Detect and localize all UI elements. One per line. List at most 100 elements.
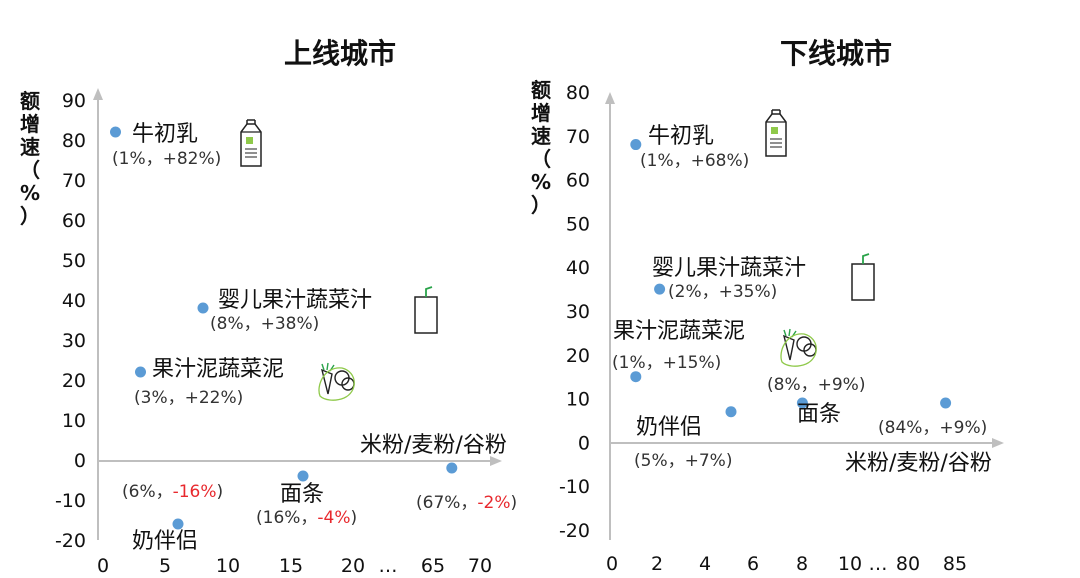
- data-point[interactable]: [297, 470, 309, 482]
- x-tick-label: 15: [279, 555, 303, 577]
- y-tick-label: 30: [566, 301, 590, 323]
- x-tick-label: 20: [341, 555, 365, 577]
- y-tick-label: -20: [55, 530, 86, 552]
- label-noodle-value: (8%，+9%): [767, 375, 865, 395]
- value-negative: -4%: [317, 508, 350, 528]
- y-tick-label: 40: [566, 257, 590, 279]
- y-tick-label: 20: [566, 345, 590, 367]
- left-chart-title: 上线城市: [284, 37, 396, 70]
- data-point[interactable]: [135, 366, 146, 378]
- data-point[interactable]: [630, 371, 642, 383]
- label-baby-juice-name: 婴儿果汁蔬菜汁: [652, 256, 806, 281]
- data-point[interactable]: [446, 462, 458, 474]
- x-tick-label: 4: [699, 553, 711, 575]
- milk-carton-icon: [765, 109, 787, 157]
- label-noodle-name: 面条: [797, 402, 841, 427]
- juice-cup-icon: [851, 253, 875, 301]
- label-colostrum-value: (1%，+68%): [640, 151, 749, 171]
- left-ylabel-char: 速: [20, 135, 40, 159]
- label-colostrum-value: (1%，+82%): [112, 149, 221, 169]
- right-x-axis-arrow: [992, 438, 1004, 448]
- label-milk-companion-value: (5%，+7%): [634, 451, 732, 471]
- juice-cup-icon: [414, 286, 438, 334]
- y-tick-label: 10: [566, 389, 590, 411]
- left-ylabel-char: ）: [20, 204, 40, 228]
- y-tick-label: 0: [74, 450, 86, 472]
- y-tick-label: 50: [566, 213, 590, 235]
- x-tick-label: 65: [421, 555, 445, 577]
- y-tick-label: 10: [62, 410, 86, 432]
- right-ylabel-char: %: [531, 170, 551, 194]
- x-tick-label: 80: [896, 553, 920, 575]
- y-tick-label: 90: [62, 90, 86, 112]
- y-tick-label: 30: [62, 330, 86, 352]
- x-tick-label: 85: [943, 553, 967, 575]
- right-x-ticks: 0 2 4 6 8 10 … 80 85: [606, 553, 967, 575]
- data-point[interactable]: [796, 397, 808, 409]
- data-point[interactable]: [197, 302, 209, 314]
- y-tick-label: 50: [62, 250, 86, 272]
- y-tick-label: 60: [566, 170, 590, 192]
- y-tick-label: 80: [566, 82, 590, 104]
- x-tick-label: 0: [606, 553, 618, 575]
- left-ylabel-char: 额: [20, 89, 40, 113]
- y-tick-label: 70: [62, 170, 86, 192]
- y-tick-label: 60: [62, 210, 86, 232]
- value-part: (6%，: [122, 482, 173, 502]
- right-chart-title: 下线城市: [780, 37, 892, 70]
- label-baby-juice-value: (2%，+35%): [668, 282, 777, 302]
- carrot-broccoli-icon: [780, 328, 817, 367]
- label-milk-companion-value: (6%，-16%): [122, 482, 223, 502]
- left-y-axis-arrow: [93, 88, 103, 100]
- left-y-ticks: 90 80 70 60 50 40 30 20 10 0 -10 -20: [55, 90, 86, 552]
- y-tick-label: 80: [62, 130, 86, 152]
- y-tick-label: 20: [62, 370, 86, 392]
- data-point[interactable]: [172, 518, 184, 530]
- y-tick-label: -10: [559, 476, 590, 498]
- value-part: ): [217, 482, 224, 502]
- right-y-axis-label: 额 增 速 （ % ）: [531, 78, 551, 217]
- label-baby-juice-name: 婴儿果汁蔬菜汁: [218, 288, 372, 313]
- label-colostrum-name: 牛初乳: [648, 124, 714, 149]
- label-baby-juice-value: (8%，+38%): [210, 314, 319, 334]
- value-part: (16%，: [256, 508, 317, 528]
- right-ylabel-char: （: [531, 147, 551, 171]
- right-chart: 下线城市 额 增 速 （ % ） 80706050403020100-10-20…: [531, 37, 1004, 575]
- data-point[interactable]: [654, 283, 666, 295]
- right-ylabel-char: ）: [531, 193, 551, 217]
- data-point[interactable]: [725, 406, 737, 418]
- value-negative: -16%: [173, 482, 217, 502]
- carrot-broccoli-icon: [318, 362, 355, 401]
- left-x-axis-arrow: [490, 456, 502, 466]
- data-point[interactable]: [940, 397, 952, 409]
- y-tick-label: 0: [578, 432, 590, 454]
- left-ylabel-char: （: [20, 158, 40, 182]
- milk-carton-icon: [240, 119, 262, 167]
- x-tick-label: 10: [838, 553, 862, 575]
- label-cereal-name: 米粉/麦粉/谷粉: [845, 451, 992, 476]
- x-tick-label: 2: [651, 553, 663, 575]
- label-puree-value: (1%，+15%): [612, 353, 721, 373]
- label-puree-value: (3%，+22%): [134, 388, 243, 408]
- value-part: (67%，: [416, 493, 477, 513]
- y-tick-label: 70: [566, 126, 590, 148]
- data-point[interactable]: [110, 126, 121, 138]
- x-axis-break: …: [379, 555, 398, 577]
- value-negative: -2%: [477, 493, 510, 513]
- x-tick-label: 5: [159, 555, 171, 577]
- right-ylabel-char: 增: [531, 101, 551, 125]
- value-part: ): [351, 508, 358, 528]
- label-cereal-value: (84%，+9%): [878, 418, 987, 438]
- x-tick-label: 8: [796, 553, 808, 575]
- label-colostrum-name: 牛初乳: [132, 122, 198, 147]
- value-part: ): [511, 493, 518, 513]
- left-ylabel-char: 增: [20, 112, 40, 136]
- label-cereal-name: 米粉/麦粉/谷粉: [360, 433, 507, 458]
- data-point[interactable]: [630, 139, 642, 151]
- y-tick-label: -20: [559, 520, 590, 542]
- label-puree-name: 果汁泥蔬菜泥: [152, 357, 284, 382]
- y-tick-label: 40: [62, 290, 86, 312]
- x-tick-label: 6: [747, 553, 759, 575]
- label-noodle-name: 面条: [280, 482, 324, 507]
